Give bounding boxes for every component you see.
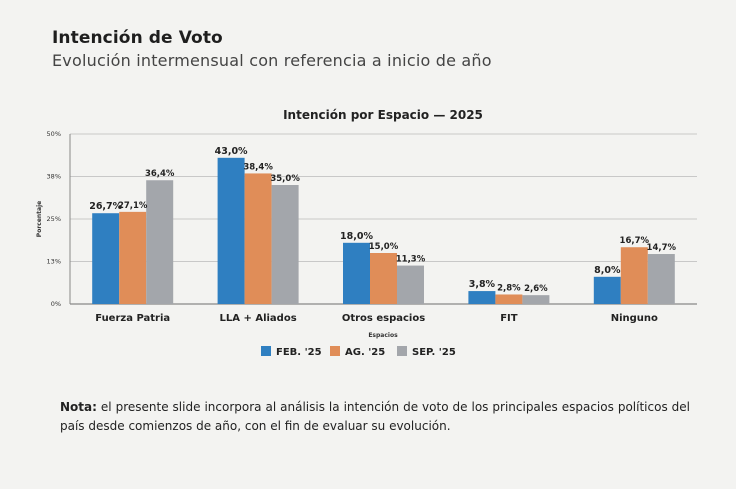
- bar-label: 35,0%: [270, 174, 300, 184]
- legend-label: FEB. '25: [276, 347, 322, 358]
- bar-label: 26,7%: [89, 201, 122, 212]
- y-tick-label: 38%: [47, 173, 61, 181]
- x-tick-label: LLA + Aliados: [220, 313, 297, 324]
- note: Nota: el presente slide incorpora al aná…: [60, 398, 690, 436]
- bar: [468, 291, 496, 304]
- bar: [495, 294, 523, 304]
- bar: [146, 180, 174, 304]
- y-axis-ticks: 0% 13% 25% 38% 50%: [47, 130, 61, 308]
- bar: [92, 213, 120, 304]
- bar-label: 2,6%: [524, 284, 548, 294]
- y-tick-label: 0%: [51, 300, 61, 308]
- bar-label: 15,0%: [369, 242, 399, 252]
- bar: [620, 247, 648, 304]
- legend-swatch: [261, 346, 271, 356]
- page-subtitle: Evolución intermensual con referencia a …: [52, 51, 492, 70]
- chart-title: Intención por Espacio — 2025: [283, 108, 483, 122]
- bar: [271, 185, 299, 304]
- x-tick-label: Ninguno: [611, 313, 658, 324]
- x-tick-label: FIT: [500, 313, 518, 324]
- legend-label: SEP. '25: [412, 347, 456, 358]
- bar-label: 2,8%: [497, 283, 521, 293]
- bar-label: 18,0%: [340, 231, 373, 242]
- bar-label: 43,0%: [215, 146, 248, 157]
- y-axis-label: Porcentaje: [36, 201, 43, 237]
- bar: [244, 173, 272, 304]
- note-text: el presente slide incorpora al análisis …: [60, 400, 690, 433]
- bar-label: 11,3%: [396, 255, 426, 265]
- bar: [522, 295, 550, 304]
- x-axis-ticks: Fuerza Patria LLA + Aliados Otros espacios…: [95, 313, 658, 324]
- page-title: Intención de Voto: [52, 28, 223, 48]
- bar-label: 14,7%: [647, 243, 677, 253]
- bar-label: 16,7%: [620, 236, 650, 246]
- bar-label: 36,4%: [145, 169, 175, 179]
- bar: [397, 265, 424, 304]
- x-tick-label: Fuerza Patria: [95, 313, 170, 324]
- y-tick-label: 25%: [47, 215, 61, 223]
- y-tick-label: 50%: [47, 130, 61, 138]
- bar-label: 27,1%: [118, 201, 148, 211]
- bar: [593, 276, 621, 304]
- y-tick-label: 13%: [47, 258, 61, 266]
- bar-label: 3,8%: [469, 279, 496, 290]
- legend: FEB. '25 AG. '25 SEP. '25: [261, 346, 456, 358]
- header: Intención de Voto Evolución intermensual…: [52, 28, 492, 70]
- bar: [217, 157, 245, 304]
- bar-labels: 26,7%27,1% 36,4% 43,0% 38,4% 35,0% 18,0%15,0%…: [89, 146, 676, 294]
- note-label: Nota:: [60, 400, 97, 414]
- bar: [647, 254, 675, 304]
- bar: [370, 253, 397, 304]
- bar-label: 38,4%: [243, 162, 273, 172]
- bars: [92, 157, 675, 304]
- x-tick-label: Otros espacios: [342, 313, 425, 324]
- x-axis-label: Espacios: [368, 332, 398, 339]
- legend-swatch: [330, 346, 340, 356]
- bar: [343, 242, 370, 304]
- legend-swatch: [397, 346, 407, 356]
- legend-label: AG. '25: [345, 347, 385, 358]
- bar-label: 8,0%: [594, 265, 621, 276]
- bar: [119, 211, 147, 304]
